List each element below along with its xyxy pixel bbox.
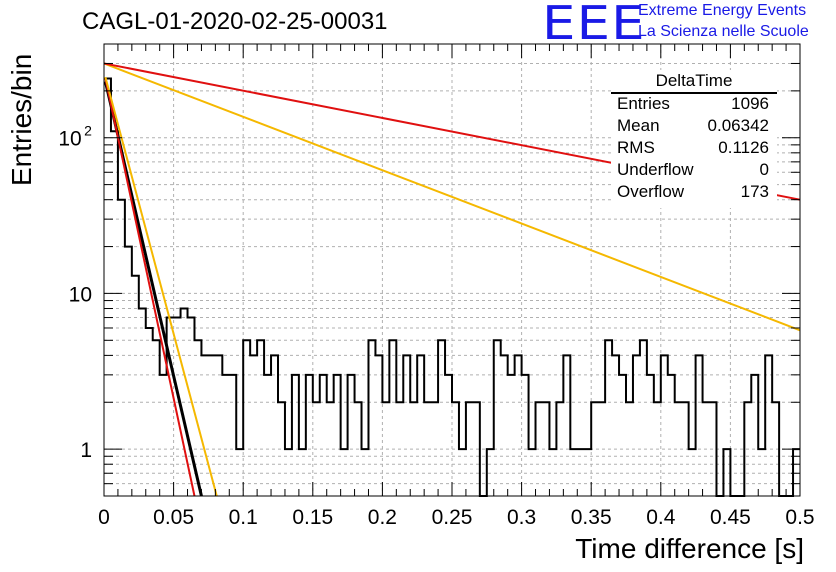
stats-value: 1096 — [731, 94, 769, 113]
y-tick-label-exponent: 2 — [84, 123, 92, 139]
stats-value: 0.1126 — [718, 138, 769, 157]
x-tick-label: 0.05 — [153, 506, 194, 529]
tick-labels: 0 0.05 0.1 0.15 0.2 0.25 0.3 0.35 0.4 0.45 0.5 1 10 1… — [58, 123, 814, 529]
x-tick-label: 0.1 — [229, 506, 258, 529]
histogram — [104, 77, 800, 497]
stats-box: DeltaTime Entries 1096 Mean 0.06342 RMS … — [611, 70, 777, 208]
stats-row-overflow: Overflow 173 — [617, 181, 769, 203]
stats-title: DeltaTime — [611, 70, 777, 94]
y-tick-label: 1 — [80, 439, 92, 462]
stats-row-underflow: Underflow 0 — [617, 159, 769, 181]
stats-key: Underflow — [617, 160, 694, 179]
stats-value: 0 — [759, 160, 769, 179]
stats-key: RMS — [617, 138, 655, 157]
logo-eee-text: EEE — [542, 0, 646, 50]
stats-value: 173 — [740, 182, 769, 201]
fit-curve — [103, 62, 801, 332]
stats-row-entries: Entries 1096 — [617, 93, 769, 115]
logo-line-1: Extreme Energy Events — [638, 2, 807, 19]
y-tick-label: 10 — [69, 283, 92, 306]
x-tick-label: 0.4 — [646, 506, 676, 529]
stats-value: 0.06342 — [707, 116, 769, 135]
histogram-outline — [104, 77, 800, 497]
x-tick-label: 0.2 — [368, 506, 397, 529]
x-tick-label: 0.3 — [507, 506, 536, 529]
fit-curve — [104, 76, 218, 497]
stats-key: Overflow — [617, 182, 685, 201]
stats-row-rms: RMS 0.1126 — [617, 137, 769, 159]
x-tick-label: 0.5 — [785, 506, 814, 529]
y-tick-label: 10 — [58, 128, 81, 151]
logo-line-2: La Scienza nelle Scuole — [638, 23, 809, 40]
fit-curve — [104, 78, 196, 497]
stats-key: Entries — [617, 94, 670, 113]
x-tick-label: 0.45 — [710, 506, 751, 529]
stats-row-mean: Mean 0.06342 — [617, 115, 769, 137]
y-axis-label: Entries/bin — [6, 53, 37, 186]
x-tick-label: 0.25 — [432, 506, 473, 529]
axis-ticks — [103, 43, 801, 497]
eee-logo: EEE Extreme Energy Events La Scienza nel… — [542, 0, 836, 50]
x-tick-label: 0.35 — [571, 506, 612, 529]
x-tick-label: 0 — [98, 506, 110, 529]
x-axis-label: Time difference [s] — [575, 533, 804, 564]
x-tick-label: 0.15 — [292, 506, 333, 529]
chart-title: CAGL-01-2020-02-25-00031 — [82, 8, 388, 35]
stats-key: Mean — [617, 116, 660, 135]
